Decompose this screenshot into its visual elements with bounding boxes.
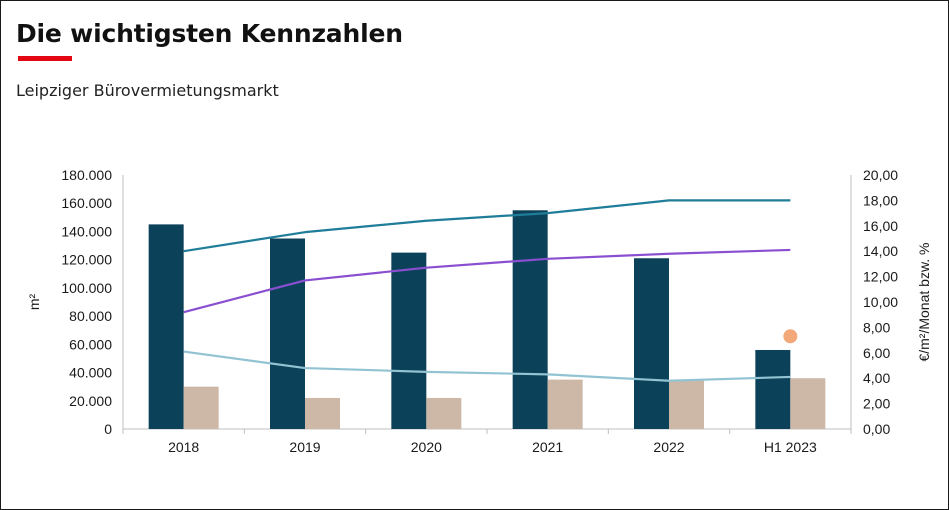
line-purple (183, 248, 791, 314)
y-tick-label: 120.000 (61, 252, 112, 268)
y-tick-label: 100.000 (61, 280, 112, 296)
y2-tick-label: 18,00 (863, 192, 898, 208)
y-tick-label: 80.000 (69, 308, 112, 324)
y2-tick-label: 16,00 (863, 218, 898, 234)
x-tick-label: 2020 (411, 439, 442, 455)
y2-tick-label: 2,00 (863, 396, 890, 412)
y2-tick-label: 10,00 (863, 294, 898, 310)
y-tick-label: 20.000 (69, 393, 112, 409)
y-axis-title: m² (26, 294, 42, 311)
line-lightblue (183, 350, 791, 382)
x-tick-label: 2022 (653, 439, 684, 455)
y2-tick-label: 4,00 (863, 370, 890, 386)
x-tick-label: H1 2023 (764, 439, 817, 455)
y-tick-label: 160.000 (61, 195, 112, 211)
y2-tick-label: 8,00 (863, 319, 890, 335)
page-subtitle: Leipziger Bürovermietungsmarkt (16, 81, 279, 100)
y2-axis-title: €/m²/Monat bzw. % (916, 242, 932, 361)
x-tick-label: 2021 (532, 439, 563, 455)
bar-primary (270, 238, 305, 429)
y-tick-label: 180.000 (61, 167, 112, 183)
line-teal (183, 199, 791, 253)
marker-orange (783, 329, 798, 344)
y2-tick-label: 0,00 (863, 421, 890, 437)
y2-tick-label: 20,00 (863, 167, 898, 183)
x-tick-label: 2018 (168, 439, 199, 455)
bar-secondary (305, 397, 340, 429)
bar-secondary (669, 379, 704, 429)
bar-secondary (547, 379, 583, 429)
bar-primary (755, 349, 791, 429)
title-accent-underline (18, 56, 72, 61)
x-tick-label: 2019 (289, 439, 320, 455)
bar-primary (634, 258, 669, 429)
bar-primary (391, 252, 427, 429)
page-title: Die wichtigsten Kennzahlen (16, 19, 403, 48)
bar-primary (512, 210, 548, 429)
y-tick-label: 40.000 (69, 365, 112, 381)
y2-tick-label: 12,00 (863, 269, 898, 285)
y2-tick-label: 14,00 (863, 243, 898, 259)
bar-secondary (790, 378, 826, 429)
y-tick-label: 0 (104, 421, 112, 437)
y2-tick-label: 6,00 (863, 345, 890, 361)
bar-secondary (183, 386, 219, 429)
bar-secondary (426, 397, 462, 429)
y-tick-label: 60.000 (69, 336, 112, 352)
y-tick-label: 140.000 (61, 223, 112, 239)
bar-primary (148, 224, 184, 429)
